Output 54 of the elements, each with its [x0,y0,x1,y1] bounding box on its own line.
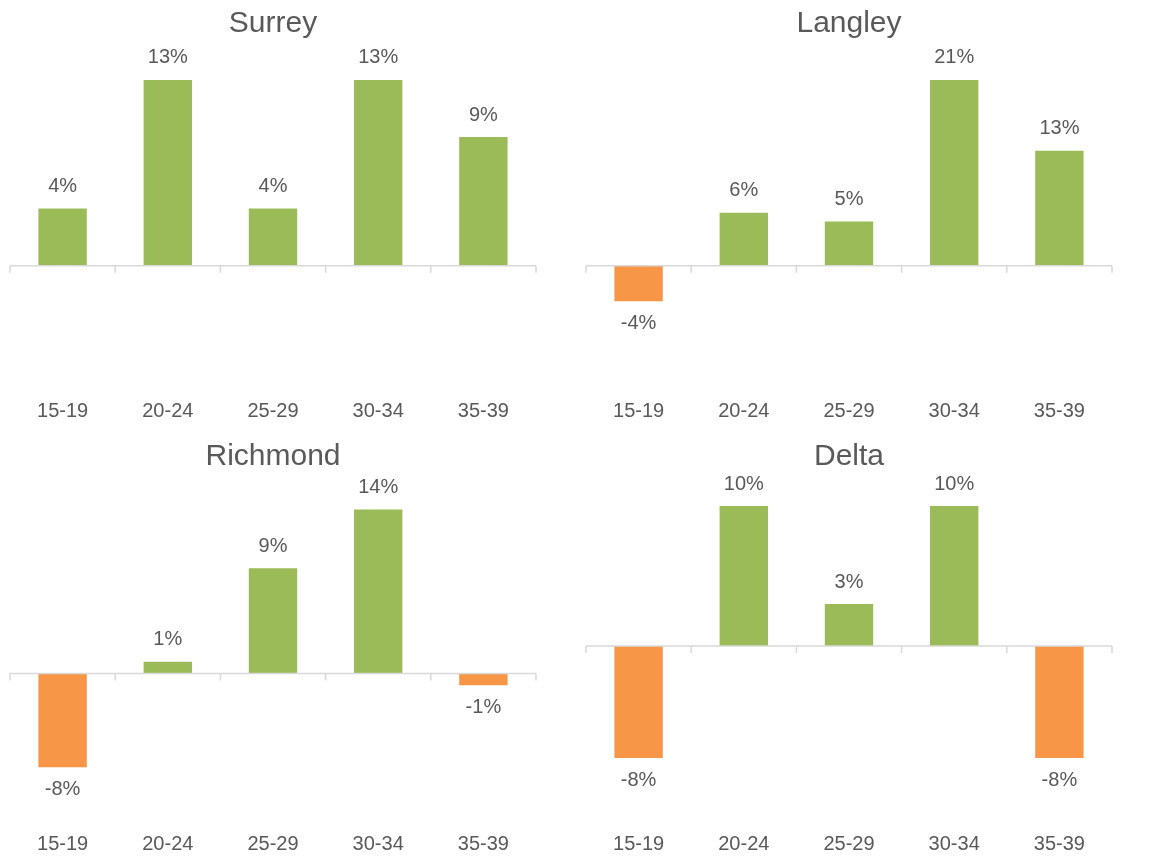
chart-title: Surrey [228,5,318,39]
data-label: 1% [153,627,183,650]
x-tick-label: 35-39 [457,831,509,854]
x-tick-label: 35-39 [457,398,509,421]
chart-title: Richmond [205,438,341,472]
data-label: 21% [934,45,975,68]
x-tick-label: 30-34 [928,831,980,854]
x-tick-label: 25-29 [823,398,875,421]
bar [354,509,403,674]
bar [143,661,192,674]
x-tick-label: 25-29 [247,831,299,854]
data-label: 5% [834,187,864,210]
bar [824,221,874,266]
chart-title: Delta [813,438,885,472]
bar [1035,150,1084,266]
data-label: -8% [620,767,657,790]
x-tick-label: 35-39 [1033,831,1085,854]
x-tick-label: 30-34 [352,398,404,421]
x-tick-label: 15-19 [613,398,665,421]
data-label: 6% [729,178,759,201]
x-tick-label: 20-24 [142,398,194,421]
x-tick-label: 20-24 [718,398,770,421]
bar [38,673,87,768]
data-label: 4% [258,174,288,197]
x-tick-label: 15-19 [37,398,89,421]
x-tick-label: 25-29 [823,831,875,854]
bar [614,265,663,302]
data-label: 4% [48,174,78,197]
x-tick-label: 20-24 [718,831,770,854]
chart-title: Langley [796,5,902,39]
x-tick-label: 15-19 [37,831,89,854]
bar [719,212,768,266]
x-tick-label: 30-34 [928,398,980,421]
x-tick-label: 20-24 [142,831,194,854]
data-label: -8% [44,776,81,799]
data-label: 10% [934,471,975,494]
bar [459,673,508,686]
data-label: -8% [1041,767,1078,790]
data-label: 13% [358,45,399,68]
bar [930,79,979,266]
data-label: 10% [723,471,765,494]
data-label: 13% [1039,116,1080,139]
data-label: 13% [147,45,189,68]
data-label: -4% [620,310,657,333]
data-label: 3% [834,569,864,592]
data-label: 9% [258,533,288,556]
x-tick-label: 35-39 [1033,398,1085,421]
x-tick-label: 30-34 [352,831,404,854]
data-label: -1% [465,694,502,717]
data-label: 14% [358,475,399,498]
x-tick-label: 15-19 [613,831,665,854]
data-label: 9% [468,102,499,125]
x-tick-label: 25-29 [247,398,299,421]
bar [248,568,298,674]
